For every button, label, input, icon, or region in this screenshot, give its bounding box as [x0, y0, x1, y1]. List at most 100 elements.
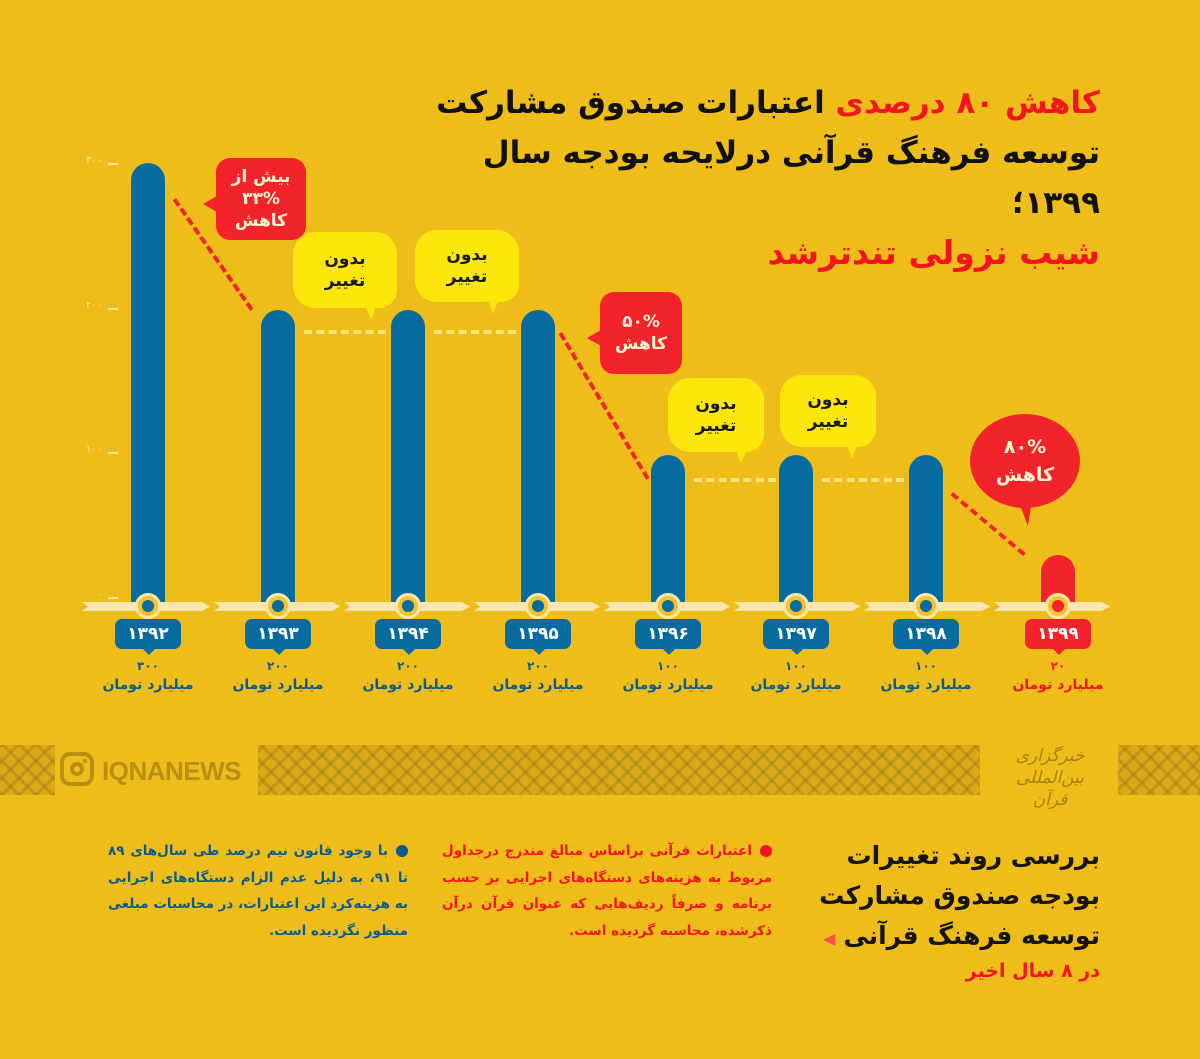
annotation-text: کاهش [995, 464, 1055, 486]
annotation-text: بدون [446, 245, 488, 265]
value-label: ۱۰۰ میلیارد تومان [608, 657, 728, 695]
title-line-3: شیب نزولی تندترشد [767, 233, 1100, 272]
bar-1398 [909, 455, 943, 606]
pattern-band [0, 745, 55, 795]
annotation-text: کاهش [234, 211, 288, 231]
annotation-text: تغییر [807, 412, 849, 432]
year-tag: ۱۳۹۴ [375, 619, 441, 655]
bubble-tail [587, 330, 601, 346]
annotation-text: ۵۰% [622, 312, 660, 332]
value-label: ۲۰ میلیارد تومان [998, 657, 1118, 695]
annotation-bubble: بدون تغییر [780, 375, 876, 447]
agency-logo: خبرگزاری بین‌المللی قرآن [985, 745, 1115, 810]
value-number: ۱۰۰ [915, 659, 937, 673]
section-title-line: توسعه فرهنگ قرآنی ◀ [800, 916, 1100, 959]
year-tag: ۱۳۹۲ [115, 619, 181, 655]
section-title-line: بودجه صندوق مشارکت [819, 881, 1100, 910]
value-label: ۱۰۰ میلیارد تومان [736, 657, 856, 695]
note-methodology: اعتبارات قرآنی براساس مبالغ مندرج درجداو… [442, 838, 772, 944]
y-tick-label: ۲۰۰ [85, 300, 102, 311]
year-tag: ۱۳۹۸ [893, 619, 959, 655]
instagram-icon [60, 752, 94, 786]
bullet-icon [760, 845, 772, 857]
value-number: ۱۰۰ [657, 659, 679, 673]
y-tick [108, 452, 118, 454]
timeline-node [1045, 593, 1071, 619]
section-title-text: توسعه فرهنگ قرآنی [843, 921, 1100, 950]
timeline-node [783, 593, 809, 619]
value-number: ۲۰۰ [267, 659, 289, 673]
logo-line: خبرگزاری بین‌المللی [1015, 746, 1085, 788]
timeline-node [525, 593, 551, 619]
section-subtitle: در ۸ سال اخیر [965, 960, 1100, 982]
annotation-bubble: بدون تغییر [415, 230, 519, 302]
value-number: ۲۰۰ [527, 659, 549, 673]
year-tag: ۱۳۹۹ [1025, 619, 1091, 655]
annotation-bubble: ۸۰% کاهش [970, 414, 1080, 508]
annotation-text: کاهش [614, 334, 668, 354]
annotation-bubble: بدون تغییر [668, 378, 764, 452]
bar-1393 [261, 310, 295, 606]
annotation-bubble: بدون تغییر [293, 232, 397, 308]
bar-1397 [779, 455, 813, 606]
value-label: ۳۰۰ میلیارد تومان [88, 657, 208, 695]
bubble-tail [846, 443, 858, 459]
y-tick [108, 597, 118, 599]
annotation-text: بدون [807, 390, 849, 410]
value-unit: میلیارد تومان [750, 677, 842, 693]
bubble-tail [365, 304, 377, 320]
value-unit: میلیارد تومان [102, 677, 194, 693]
annotation-bubble: بیش از ۳۳% کاهش [216, 158, 306, 240]
annotation-text: ۳۳% [242, 189, 280, 209]
timeline-node [655, 593, 681, 619]
flat-line [694, 478, 776, 482]
value-number: ۲۰ [1050, 659, 1066, 673]
y-tick-label: ۰ [96, 589, 102, 600]
value-unit: میلیارد تومان [1012, 677, 1104, 693]
instagram-handle: IQNANEWS [102, 756, 242, 786]
note-text: با وجود قانون نیم درصد طی سال‌های ۸۹ تا … [108, 843, 408, 939]
title-highlight: کاهش ۸۰ درصدی [835, 85, 1100, 121]
y-tick [108, 308, 118, 310]
logo-line: قرآن [1032, 790, 1068, 810]
annotation-text: بدون [324, 249, 366, 269]
value-unit: میلیارد تومان [232, 677, 324, 693]
bar-1394 [391, 310, 425, 606]
bubble-tail [487, 298, 499, 314]
timeline-node [913, 593, 939, 619]
timeline-node [265, 593, 291, 619]
annotation-text: تغییر [324, 271, 366, 291]
value-unit: میلیارد تومان [622, 677, 714, 693]
value-unit: میلیارد تومان [362, 677, 454, 693]
y-tick-label: ۳۰۰ [85, 155, 102, 166]
annotation-text: ۸۰% [1003, 436, 1047, 458]
value-label: ۱۰۰ میلیارد تومان [866, 657, 986, 695]
flat-line [434, 330, 516, 334]
value-number: ۳۰۰ [137, 659, 159, 673]
value-unit: میلیارد تومان [880, 677, 972, 693]
value-label: ۲۰۰ میلیارد تومان [478, 657, 598, 695]
y-tick [108, 163, 118, 165]
bubble-tail [203, 196, 217, 212]
value-label: ۲۰۰ میلیارد تومان [348, 657, 468, 695]
arrow-left-icon: ◀ [823, 929, 836, 948]
value-label: ۲۰۰ میلیارد تومان [218, 657, 338, 695]
pattern-band [1118, 745, 1200, 795]
annotation-text: بدون [695, 394, 737, 414]
bar-1392 [131, 163, 165, 606]
title-line-2: توسعه فرهنگ قرآنی درلایحه بودجه سال ۱۳۹۹… [482, 135, 1100, 221]
note-exception: با وجود قانون نیم درصد طی سال‌های ۸۹ تا … [108, 838, 408, 944]
section-title: بررسی روند تغییرات بودجه صندوق مشارکت تو… [800, 836, 1100, 959]
annotation-text: تغییر [695, 416, 737, 436]
chart-title: کاهش ۸۰ درصدی اعتبارات صندوق مشارکت توسع… [400, 78, 1100, 278]
note-text: اعتبارات قرآنی براساس مبالغ مندرج درجداو… [442, 843, 772, 939]
bullet-icon [396, 845, 408, 857]
year-tag: ۱۳۹۷ [763, 619, 829, 655]
value-unit: میلیارد تومان [492, 677, 584, 693]
bubble-tail [1018, 500, 1032, 526]
flat-line [304, 330, 386, 334]
value-number: ۱۰۰ [785, 659, 807, 673]
bubble-tail [735, 448, 747, 464]
timeline-node [395, 593, 421, 619]
bar-1396 [651, 455, 685, 606]
